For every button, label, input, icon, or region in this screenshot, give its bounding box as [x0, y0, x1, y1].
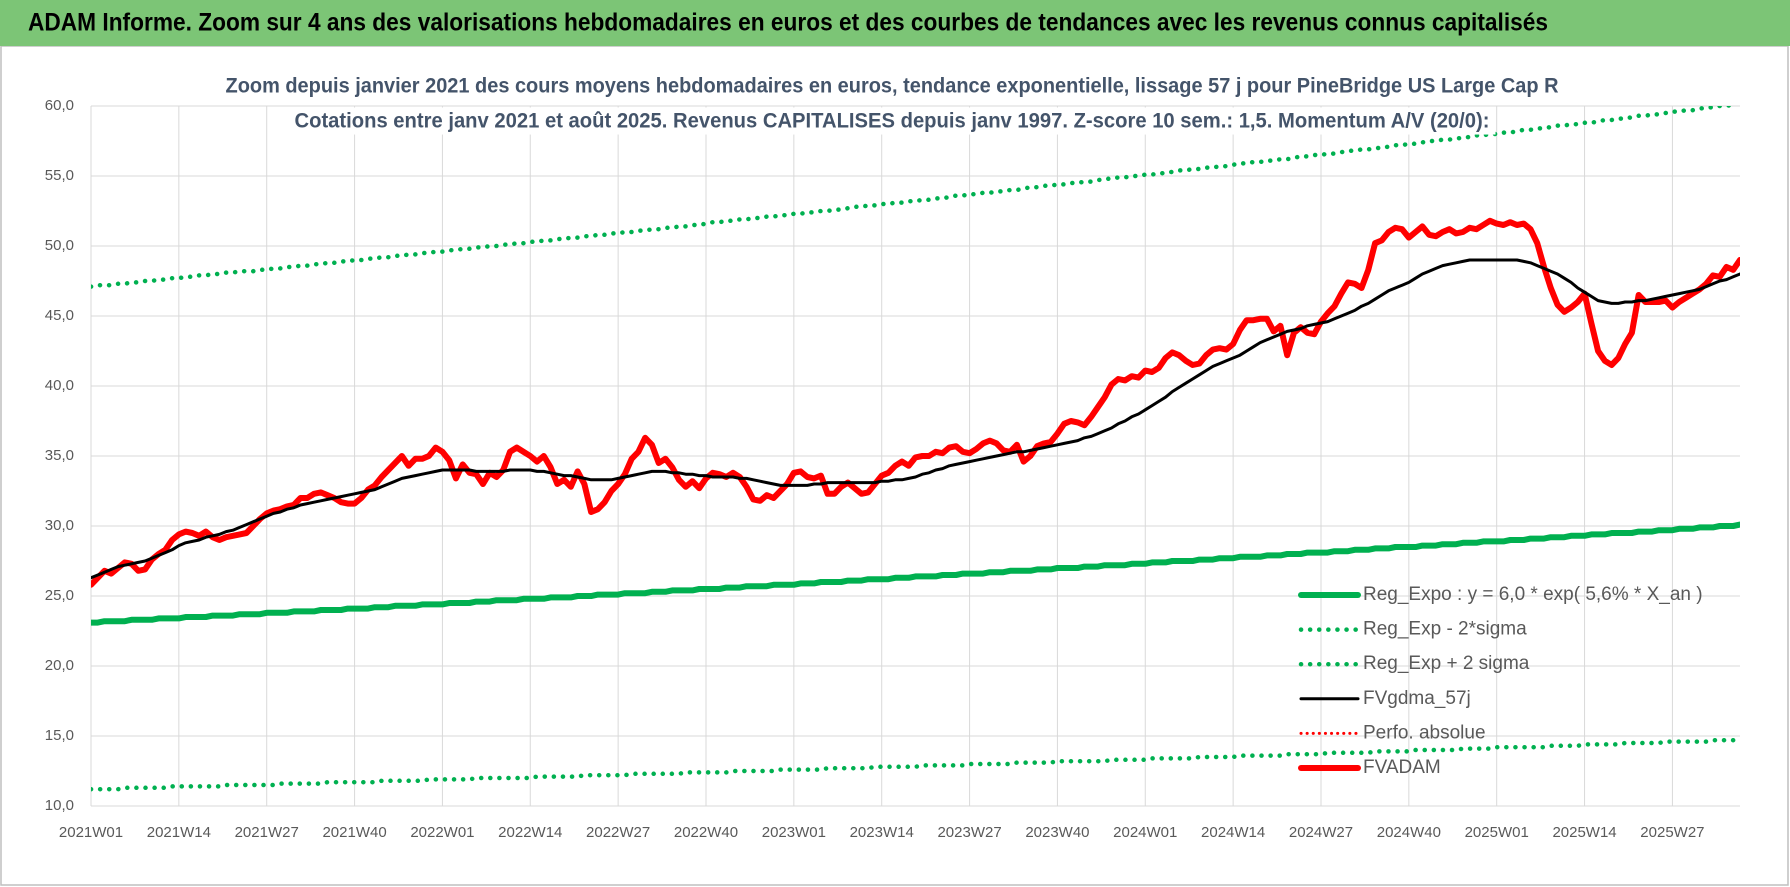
legend-label: Perfo. absolue: [1363, 722, 1486, 743]
x-tick-label: 2024W27: [1289, 824, 1353, 841]
axes: 10,0 15,0 20,0 25,0 30,0 35,0 40,0 45,0 50,0 55,0…: [45, 97, 1705, 841]
x-tick-label: 2025W27: [1640, 824, 1704, 841]
banner-title: ADAM Informe. Zoom sur 4 ans des valoris…: [28, 9, 1548, 37]
x-tick-label: 2022W27: [586, 824, 650, 841]
y-tick-label: 45,0: [45, 307, 74, 324]
title-background: [219, 72, 1565, 100]
chart-title: Zoom depuis janvier 2021 des cours moyen…: [226, 75, 1559, 98]
x-tick-label: 2024W01: [1113, 824, 1177, 841]
y-tick-label: 30,0: [45, 517, 74, 534]
plot-lines: [91, 106, 1740, 792]
y-tick-label: 60,0: [45, 97, 74, 114]
x-tick-label: 2022W14: [498, 824, 562, 841]
series-line: [91, 521, 1740, 626]
y-tick-label: 35,0: [45, 447, 74, 464]
series-line: [91, 258, 1740, 580]
x-tick-label: 2022W40: [674, 824, 738, 841]
y-tick-label: 50,0: [45, 237, 74, 254]
y-tick-label: 15,0: [45, 727, 74, 744]
x-tick-label: 2023W27: [937, 824, 1001, 841]
chart-titles: Zoom depuis janvier 2021 des cours moyen…: [219, 72, 1565, 135]
legend: Reg_Expo : y = 6,0 * exp( 5,6% * X_an ) R…: [1298, 584, 1703, 778]
chart-subtitle: Cotations entre janv 2021 et août 2025. …: [295, 110, 1490, 133]
y-tick-label: 20,0: [45, 657, 74, 674]
x-tick-label: 2023W01: [762, 824, 826, 841]
x-tick-label: 2021W01: [59, 824, 123, 841]
legend-label: Reg_Expo : y = 6,0 * exp( 5,6% * X_an ): [1363, 584, 1703, 605]
x-tick-label: 2025W01: [1465, 824, 1529, 841]
x-tick-label: 2023W14: [850, 824, 914, 841]
title-background: [288, 107, 1496, 135]
y-tick-label: 10,0: [45, 797, 74, 814]
x-tick-label: 2025W14: [1552, 824, 1616, 841]
y-tick-label: 25,0: [45, 587, 74, 604]
x-tick-label: 2024W40: [1377, 824, 1441, 841]
x-tick-label: 2021W27: [235, 824, 299, 841]
y-tick-label: 40,0: [45, 377, 74, 394]
legend-label: FVADAM: [1363, 757, 1441, 778]
legend-label: Reg_Exp - 2*sigma: [1363, 619, 1527, 640]
y-tick-label: 55,0: [45, 167, 74, 184]
x-tick-label: 2021W14: [147, 824, 211, 841]
legend-label: FVgdma_57j: [1363, 688, 1471, 709]
x-tick-label: 2022W01: [410, 824, 474, 841]
x-tick-label: 2023W40: [1025, 824, 1089, 841]
series-line: [91, 737, 1740, 792]
banner: [0, 0, 1790, 46]
x-tick-label: 2024W14: [1201, 824, 1265, 841]
x-tick-label: 2021W40: [322, 824, 386, 841]
legend-label: Reg_Exp + 2 sigma: [1363, 653, 1530, 674]
